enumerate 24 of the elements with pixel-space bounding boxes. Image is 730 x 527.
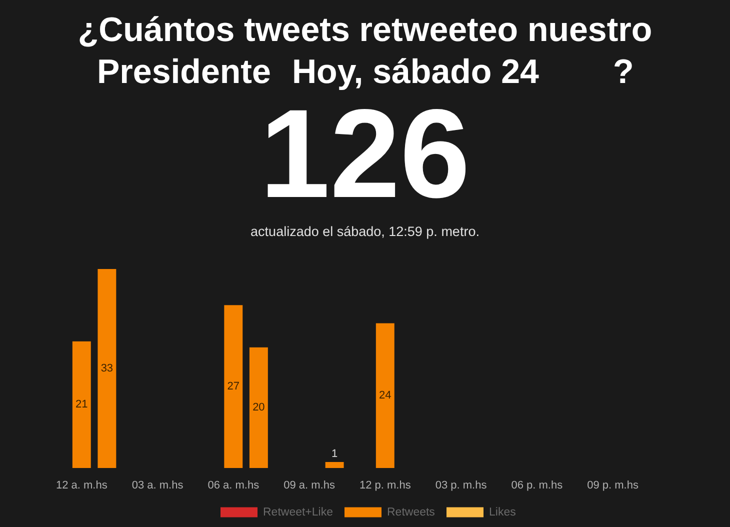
bar — [249, 347, 268, 468]
x-tick-label: 12 p. m.hs — [359, 480, 412, 492]
data-label: 33 — [100, 362, 114, 374]
x-tick-label: 03 p. m.hs — [435, 480, 488, 492]
data-label: 24 — [379, 390, 392, 402]
legend-label: Retweet+Like — [263, 506, 333, 518]
legend-label: Retweets — [387, 506, 436, 518]
legend-label: Likes — [489, 506, 516, 518]
data-label: 27 — [227, 380, 240, 393]
bar — [72, 341, 91, 468]
x-tick-label: 03 a. m.hs — [132, 480, 184, 492]
x-tick-label: 09 a. m.hs — [284, 480, 336, 492]
bar — [325, 462, 344, 468]
x-tick-label: 06 p. m.hs — [511, 480, 564, 492]
x-tick-label: 06 a. m.hs — [208, 480, 260, 492]
data-label: 21 — [76, 398, 88, 411]
bar — [376, 323, 394, 468]
bar — [98, 269, 116, 468]
data-label: 1 — [332, 448, 338, 460]
text: actualizado el sábado, 12:59 p. metro. — [250, 224, 480, 239]
x-tick-label: 09 p. m.hs — [587, 480, 639, 492]
x-tick-label: 12 a. m.hs — [56, 480, 108, 492]
bar — [224, 305, 243, 468]
data-label: 20 — [252, 402, 265, 414]
